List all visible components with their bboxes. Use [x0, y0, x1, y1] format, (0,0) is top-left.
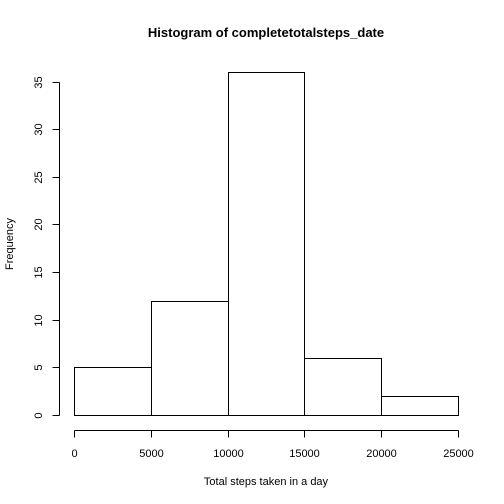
histogram-bars [74, 72, 459, 416]
y-tick-label-0: 0 [33, 412, 45, 418]
histogram-bar-4 [381, 396, 459, 416]
x-tick-label-2: 10000 [213, 448, 244, 460]
x-tick-label-0: 0 [71, 448, 77, 460]
y-tick-label-1: 5 [33, 364, 45, 370]
histogram-bar-3 [304, 358, 382, 416]
chart-title: Histogram of completetotalsteps_date [148, 25, 384, 40]
y-tick-label-2: 10 [33, 314, 45, 326]
y-tick-label-7: 35 [33, 76, 45, 88]
y-tick-label-5: 25 [33, 171, 45, 183]
y-axis: 0 5 10 15 20 25 30 35 [33, 76, 60, 419]
x-tick-label-5: 25000 [443, 448, 474, 460]
x-axis-label: Total steps taken in a day [204, 476, 329, 488]
y-tick-label-6: 30 [33, 123, 45, 135]
y-tick-label-3: 15 [33, 266, 45, 278]
histogram-bar-2 [228, 72, 305, 416]
x-axis: 0 5000 10000 15000 20000 25000 [71, 430, 474, 460]
histogram-bar-1 [151, 301, 229, 416]
x-tick-label-3: 15000 [289, 448, 320, 460]
histogram-bar-0 [74, 367, 152, 416]
y-axis-label: Frequency [4, 218, 16, 270]
y-tick-label-4: 20 [33, 218, 45, 230]
x-tick-label-1: 5000 [139, 448, 163, 460]
x-tick-label-4: 20000 [366, 448, 397, 460]
